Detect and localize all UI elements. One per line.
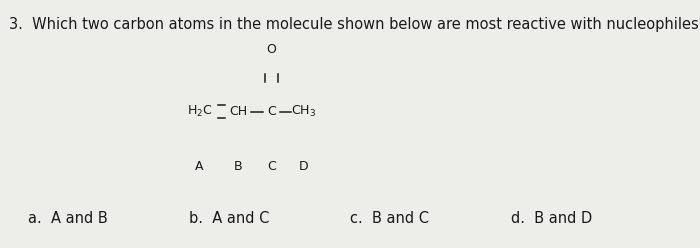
Text: c.  B and C: c. B and C: [350, 211, 429, 226]
Text: B: B: [234, 160, 242, 173]
Text: C: C: [267, 105, 276, 118]
Text: C: C: [267, 160, 276, 173]
Text: CH: CH: [229, 105, 247, 118]
Text: a.  A and B: a. A and B: [28, 211, 108, 226]
Text: d.  B and D: d. B and D: [511, 211, 592, 226]
Text: H$_2$C: H$_2$C: [187, 104, 212, 119]
Text: O: O: [267, 43, 276, 56]
Text: b.  A and C: b. A and C: [189, 211, 270, 226]
Text: A: A: [195, 160, 204, 173]
Text: CH$_3$: CH$_3$: [290, 104, 316, 119]
Text: D: D: [298, 160, 308, 173]
Text: 3.  Which two carbon atoms in the molecule shown below are most reactive with nu: 3. Which two carbon atoms in the molecul…: [9, 17, 700, 32]
